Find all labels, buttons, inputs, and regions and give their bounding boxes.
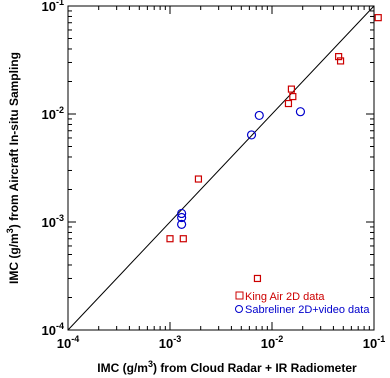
legend: King Air 2D data Sabreliner 2D+video dat…	[235, 291, 370, 316]
legend-marker-circle-icon	[235, 305, 243, 313]
y-tick-label: 10-4	[42, 321, 64, 338]
sabreliner-point	[177, 212, 187, 223]
king-air-point	[289, 92, 297, 101]
king-air-point	[166, 235, 174, 243]
legend-marker-square-icon	[235, 291, 244, 300]
y-axis-ticks: 10-4 10-3 10-2 10-1	[42, 0, 374, 338]
sabreliner-point	[254, 110, 264, 121]
plot-frame	[67, 5, 375, 331]
king-air-point	[253, 274, 262, 283]
y-axis-label: IMC (g/m3) from Aircraft In-situ Samplin…	[5, 52, 21, 284]
data-points	[166, 14, 382, 283]
king-air-point	[335, 53, 343, 61]
x-axis-ticks: 10-4 10-3 10-2 10-1	[57, 6, 385, 351]
king-air-point	[284, 99, 293, 108]
y-tick-label: 10-2	[42, 105, 64, 122]
king-air-point	[336, 57, 345, 65]
x-tick-label: 10-1	[363, 334, 385, 351]
sabreliner-point	[177, 219, 187, 230]
x-axis-label: IMC (g/m3) from Cloud Radar + IR Radiome…	[97, 359, 357, 375]
sabreliner-point	[177, 208, 187, 219]
x-tick-label: 10-4	[57, 334, 79, 351]
king-air-point	[194, 175, 203, 183]
sabreliner-point	[246, 130, 257, 140]
x-tick-label: 10-2	[261, 334, 283, 351]
king-air-point	[374, 14, 382, 22]
legend-label-king-air: King Air 2D data	[245, 291, 325, 303]
king-air-point	[179, 235, 187, 243]
y-tick-label: 10-1	[42, 0, 64, 14]
sabreliner-point	[295, 107, 306, 117]
x-tick-label: 10-3	[159, 334, 181, 351]
king-air-point	[287, 85, 296, 93]
y-tick-label: 10-3	[42, 213, 64, 230]
one-to-one-line	[67, 5, 375, 331]
legend-label-sabreliner: Sabreliner 2D+video data	[245, 304, 370, 316]
